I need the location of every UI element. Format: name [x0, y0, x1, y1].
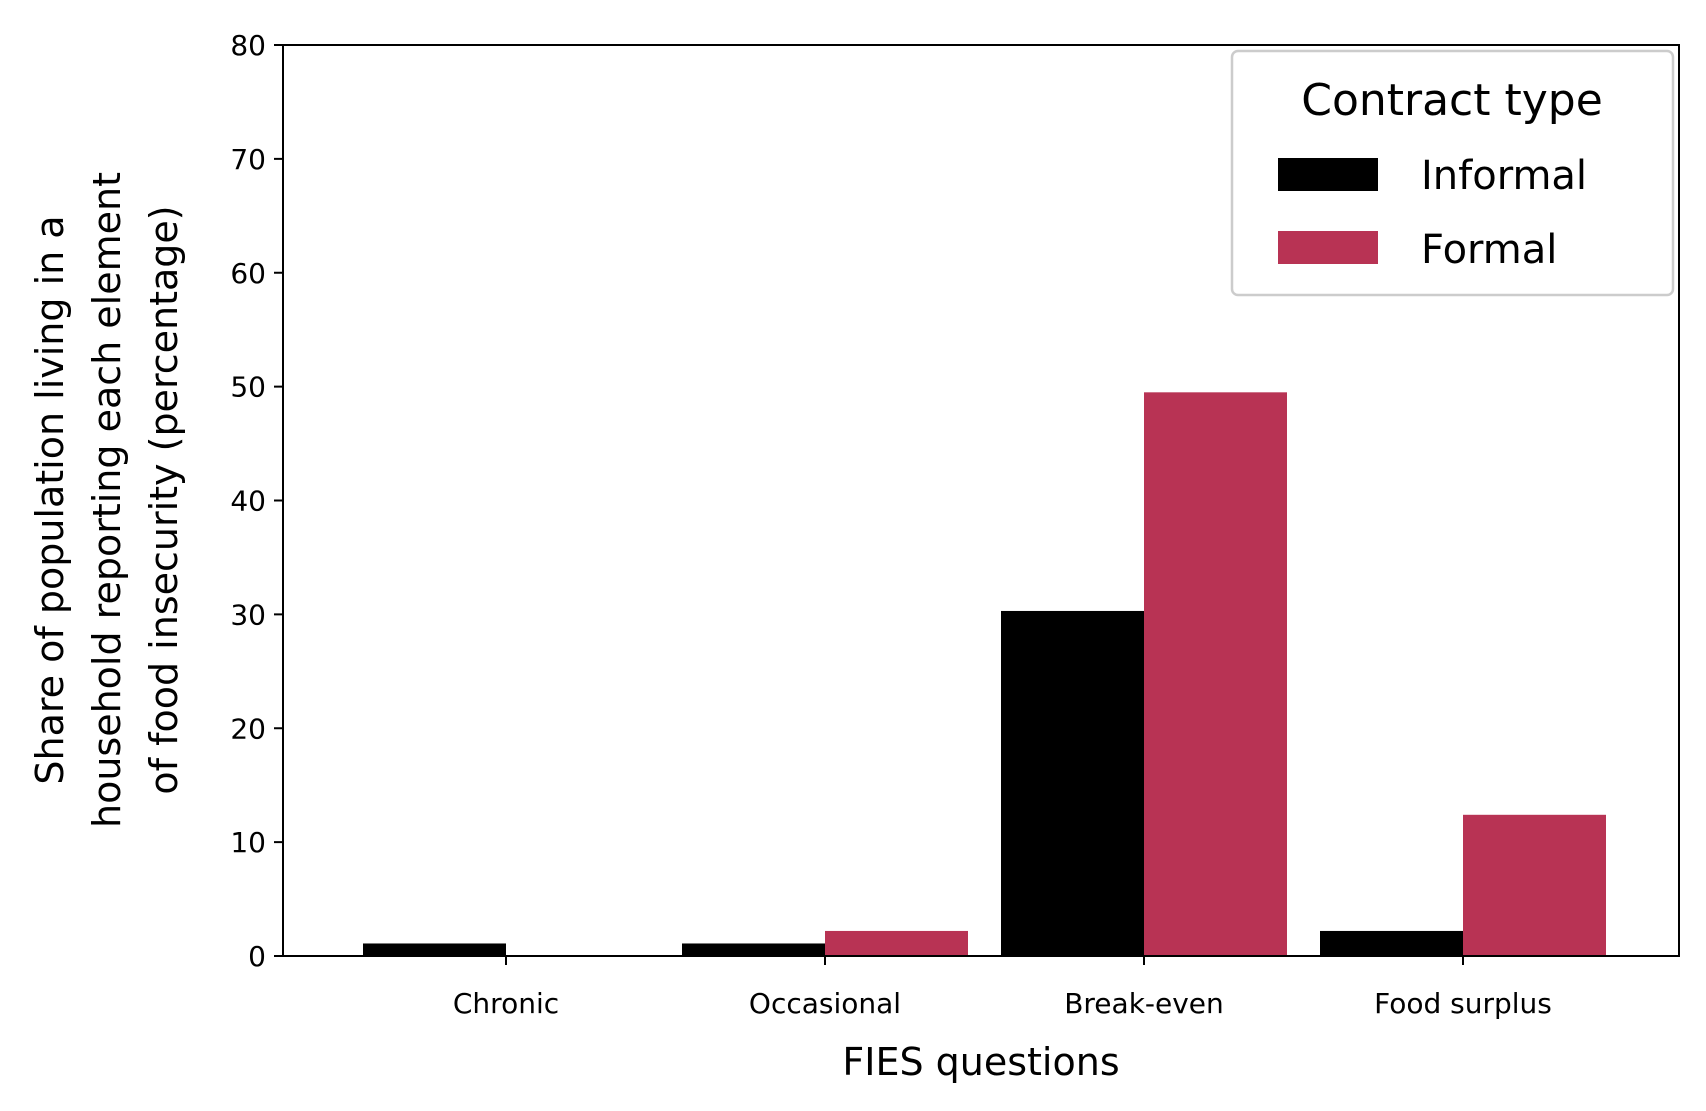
legend-label-informal: Informal	[1421, 153, 1587, 199]
bar-formal-occasional	[825, 930, 968, 956]
x-tick-label-chronic: Chronic	[453, 987, 559, 1020]
y-tick-label-20: 20	[230, 712, 266, 745]
bar-informal-break-even	[1001, 610, 1144, 956]
y-tick-label-80: 80	[230, 29, 266, 62]
legend-swatch-informal	[1278, 158, 1378, 191]
y-axis-title-line-1: Share of population living in a	[28, 215, 72, 784]
y-tick-label-50: 50	[230, 371, 266, 404]
y-axis-title: Share of population living in a househol…	[28, 172, 186, 828]
legend-swatch-formal	[1278, 231, 1378, 264]
x-axis-title: FIES questions	[842, 1040, 1119, 1084]
y-axis-title-line-2: household reporting each element	[85, 172, 129, 828]
bar-informal-chronic	[363, 943, 506, 956]
bar-informal-occasional	[682, 943, 825, 956]
legend-label-formal: Formal	[1421, 227, 1557, 273]
x-tick-label-food-surplus: Food surplus	[1374, 987, 1552, 1020]
x-axis: Chronic Occasional Break-even Food surplus	[453, 956, 1552, 1020]
y-tick-label-40: 40	[230, 485, 266, 518]
y-tick-label-60: 60	[230, 257, 266, 290]
x-tick-label-occasional: Occasional	[749, 987, 901, 1020]
bar-formal-break-even	[1144, 392, 1287, 957]
bar-formal-food-surplus	[1463, 814, 1606, 956]
x-tick-label-break-even: Break-even	[1064, 987, 1224, 1020]
legend-title: Contract type	[1301, 75, 1603, 126]
bar-informal-food-surplus	[1320, 930, 1463, 956]
y-axis: 0 10 20 30 40 50 60 70 80	[230, 29, 283, 973]
y-tick-label-70: 70	[230, 143, 266, 176]
legend: Contract type Informal Formal	[1230, 49, 1675, 297]
bars-group	[363, 392, 1606, 957]
y-tick-label-10: 10	[230, 826, 266, 859]
y-axis-title-line-3: of food insecurity (percentage)	[142, 205, 186, 794]
y-tick-label-0: 0	[248, 940, 266, 973]
y-tick-label-30: 30	[230, 598, 266, 631]
